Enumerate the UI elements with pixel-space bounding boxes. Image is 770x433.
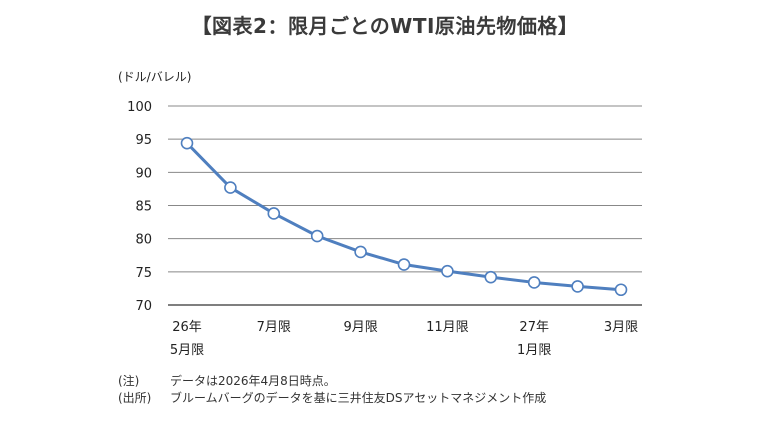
y-tick-label: 100 — [127, 100, 152, 115]
y-tick-labels: 100 95 90 85 80 75 70 — [127, 100, 152, 314]
x-tick-label: 26年 — [172, 320, 202, 335]
x-tick-label: 7月限 — [257, 320, 291, 335]
chart-title: 【図表2：限月ごとのWTI原油先物価格】 — [191, 14, 579, 38]
gridlines — [168, 105, 642, 306]
footnote-text: データは2026年4月8日時点。 — [170, 374, 336, 388]
footnote-row: (注) データは2026年4月8日時点。 — [118, 373, 546, 390]
data-point — [571, 280, 584, 293]
y-tick-label: 90 — [135, 166, 152, 181]
footnote-text: ブルームバーグのデータを基に三井住友DSアセットマネジメント作成 — [170, 391, 547, 405]
y-tick-label: 80 — [135, 233, 152, 248]
y-tick-label: 85 — [135, 200, 152, 215]
x-tick-label: 5月限 — [170, 343, 204, 358]
data-point — [354, 245, 367, 259]
y-tick-label: 75 — [135, 266, 152, 281]
x-tick-label: 9月限 — [343, 320, 377, 335]
y-axis-unit-label: (ドル/バレル) — [118, 70, 191, 84]
x-tick-label: 27年 — [519, 320, 549, 335]
data-point — [527, 276, 541, 289]
footnote-label: (注) — [118, 374, 140, 388]
data-point — [441, 264, 454, 278]
data-point — [180, 136, 194, 150]
footnote-label: (出所) — [118, 391, 152, 405]
x-tick-label: 11月限 — [426, 320, 469, 335]
data-point — [614, 283, 628, 297]
series-layer — [180, 136, 628, 297]
y-tick-label: 95 — [135, 133, 152, 148]
data-point — [224, 181, 237, 194]
footnotes: (注) データは2026年4月8日時点。 (出所) ブルームバーグのデータを基に三井… — [118, 373, 546, 407]
footnote-row: (出所) ブルームバーグのデータを基に三井住友DSアセットマネジメント作成 — [118, 390, 546, 407]
data-point — [397, 258, 411, 271]
y-tick-label: 70 — [135, 299, 152, 314]
data-point — [484, 270, 498, 284]
data-point — [310, 229, 324, 243]
x-tick-label: 1月限 — [517, 343, 551, 358]
x-tick-labels: 26年 5月限 7月限 9月限 11月限 27年 1月限 3月限 — [170, 320, 638, 358]
x-tick-label: 3月限 — [604, 320, 638, 335]
data-point — [267, 207, 281, 220]
